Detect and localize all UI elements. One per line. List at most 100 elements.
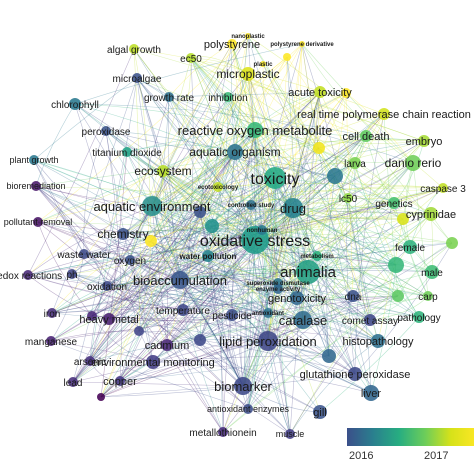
network-node[interactable]	[388, 197, 400, 209]
node-label-lead: lead	[64, 378, 83, 389]
network-node[interactable]	[29, 155, 39, 165]
network-node[interactable]	[438, 183, 448, 193]
network-node[interactable]	[87, 311, 97, 321]
network-link	[122, 213, 432, 235]
network-node[interactable]	[283, 53, 291, 61]
network-node[interactable]	[257, 225, 267, 235]
network-node[interactable]	[314, 86, 326, 98]
network-node[interactable]	[313, 142, 325, 154]
network-node[interactable]	[403, 240, 417, 254]
network-node[interactable]	[273, 284, 283, 294]
network-node[interactable]	[115, 376, 125, 386]
network-link	[326, 175, 336, 357]
network-node[interactable]	[79, 249, 89, 259]
network-node[interactable]	[227, 39, 237, 49]
network-node[interactable]	[424, 207, 438, 221]
network-node[interactable]	[299, 41, 305, 47]
network-node[interactable]	[247, 122, 263, 138]
network-node[interactable]	[290, 291, 304, 305]
network-node[interactable]	[47, 308, 57, 318]
network-node[interactable]	[142, 196, 162, 216]
network-node[interactable]	[97, 393, 105, 401]
network-node[interactable]	[363, 385, 379, 401]
network-node[interactable]	[171, 271, 189, 289]
network-node[interactable]	[294, 311, 312, 329]
network-node[interactable]	[258, 331, 278, 351]
network-node[interactable]	[194, 334, 206, 346]
node-label-cadmium: cadmium	[145, 340, 190, 352]
network-node[interactable]	[405, 155, 421, 171]
network-node[interactable]	[425, 265, 439, 279]
network-link	[262, 63, 349, 199]
network-node[interactable]	[103, 313, 115, 325]
network-node[interactable]	[423, 291, 433, 301]
network-link	[33, 159, 256, 241]
network-node[interactable]	[146, 355, 160, 369]
network-node[interactable]	[213, 182, 223, 192]
network-node[interactable]	[68, 377, 78, 387]
network-link	[50, 340, 249, 410]
network-node[interactable]	[264, 167, 286, 189]
network-node[interactable]	[69, 98, 81, 110]
network-node[interactable]	[33, 217, 43, 227]
network-node[interactable]	[312, 251, 322, 261]
network-node[interactable]	[122, 147, 132, 157]
network-node[interactable]	[223, 92, 233, 102]
network-node[interactable]	[446, 237, 458, 249]
network-link	[150, 240, 244, 387]
network-node[interactable]	[378, 108, 390, 120]
network-node[interactable]	[132, 73, 142, 83]
network-node[interactable]	[23, 270, 33, 280]
network-node[interactable]	[46, 336, 56, 346]
network-node[interactable]	[343, 193, 353, 203]
network-node[interactable]	[418, 135, 430, 147]
network-node[interactable]	[67, 269, 77, 279]
network-node[interactable]	[227, 144, 243, 160]
network-node[interactable]	[260, 61, 266, 67]
network-node[interactable]	[161, 339, 173, 351]
network-node[interactable]	[177, 304, 189, 316]
network-node[interactable]	[327, 168, 343, 184]
network-link	[126, 151, 244, 387]
network-node[interactable]	[283, 198, 303, 218]
network-node[interactable]	[347, 290, 359, 302]
network-node[interactable]	[413, 311, 425, 323]
network-node[interactable]	[164, 92, 174, 102]
network-node[interactable]	[117, 228, 129, 240]
network-node[interactable]	[392, 290, 404, 302]
network-node[interactable]	[364, 314, 376, 326]
network-node[interactable]	[371, 334, 385, 348]
network-node[interactable]	[85, 356, 95, 366]
network-node[interactable]	[246, 200, 256, 210]
network-link	[91, 207, 294, 317]
network-node[interactable]	[263, 308, 273, 318]
network-node[interactable]	[388, 257, 404, 273]
network-node[interactable]	[360, 130, 372, 142]
network-node[interactable]	[218, 427, 228, 437]
network-node[interactable]	[349, 157, 361, 169]
network-node[interactable]	[202, 250, 214, 262]
network-node[interactable]	[348, 367, 362, 381]
network-node[interactable]	[186, 53, 196, 63]
network-node[interactable]	[145, 235, 157, 247]
network-node[interactable]	[134, 326, 144, 336]
network-node[interactable]	[234, 377, 252, 395]
network-node[interactable]	[397, 213, 409, 225]
network-node[interactable]	[157, 165, 169, 177]
network-node[interactable]	[31, 181, 41, 191]
network-node[interactable]	[313, 405, 327, 419]
network-node[interactable]	[129, 44, 139, 54]
network-node[interactable]	[102, 281, 112, 291]
network-node[interactable]	[285, 429, 295, 439]
network-node[interactable]	[226, 309, 238, 321]
network-node[interactable]	[241, 67, 255, 81]
network-node[interactable]	[243, 404, 253, 414]
network-node[interactable]	[296, 260, 320, 284]
network-node[interactable]	[322, 349, 336, 363]
network-node[interactable]	[205, 219, 219, 233]
network-node[interactable]	[125, 255, 135, 265]
network-node[interactable]	[101, 126, 111, 136]
network-node[interactable]	[245, 33, 251, 39]
network-node[interactable]	[341, 88, 351, 98]
network-node[interactable]	[194, 206, 206, 218]
